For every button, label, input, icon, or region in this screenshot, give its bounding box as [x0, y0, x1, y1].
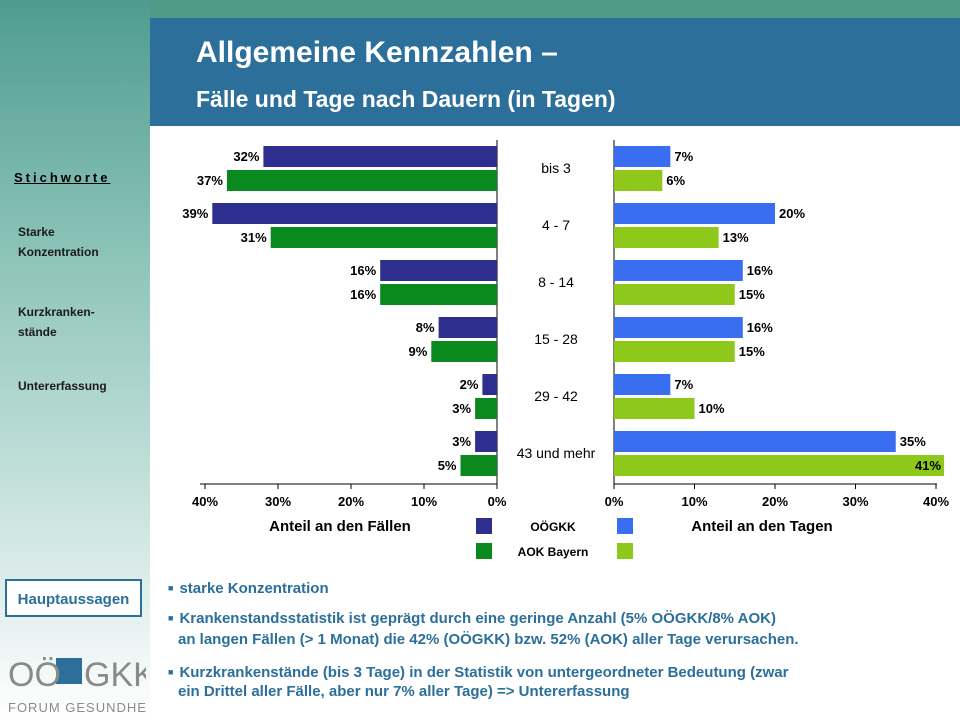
svg-text:GKK: GKK: [84, 656, 146, 694]
bar-days-aok: [614, 170, 663, 191]
bar-cases-aok: [475, 398, 497, 419]
title-banner: [150, 18, 960, 126]
page-subtitle: Fälle und Tage nach Dauern (in Tagen): [196, 86, 616, 112]
category-label: 15 - 28: [534, 331, 578, 347]
svg-text:FORUM GESUNDHEIT: FORUM GESUNDHEIT: [8, 700, 146, 715]
data-label-cases: 2%: [460, 377, 479, 392]
bar-days-oegkk: [614, 431, 896, 452]
svg-text:OÖ: OÖ: [8, 656, 61, 694]
data-label-cases: 3%: [452, 434, 471, 449]
category-label: 29 - 42: [534, 388, 578, 404]
data-label-days: 10%: [699, 401, 725, 416]
bullet-item: ■ Krankenstandsstatistik ist geprägt durc…: [168, 610, 776, 627]
data-label-days: 7%: [674, 149, 693, 164]
data-label-days: 7%: [674, 377, 693, 392]
category-label: 43 und mehr: [517, 445, 596, 461]
x-tick-label-left: 20%: [338, 494, 364, 509]
bar-days-aok: [614, 398, 695, 419]
category-label: 4 - 7: [542, 217, 570, 233]
x-tick-label-left: 30%: [265, 494, 291, 509]
data-label-cases: 16%: [350, 287, 376, 302]
bar-cases-oegkk: [263, 146, 497, 167]
bar-days-aok: [614, 341, 735, 362]
data-label-days: 16%: [747, 320, 773, 335]
data-label-cases: 9%: [409, 344, 428, 359]
x-tick-label-left: 10%: [411, 494, 437, 509]
bar-cases-oegkk: [212, 203, 498, 224]
data-label-days: 16%: [747, 263, 773, 278]
data-label-cases: 16%: [350, 263, 376, 278]
x-axis-title-left: Anteil an den Fällen: [269, 518, 411, 535]
bar-cases-oegkk: [380, 260, 497, 281]
bar-cases-aok: [380, 284, 497, 305]
page-title: Allgemeine Kennzahlen –: [196, 36, 558, 69]
bar-days-oegkk: [614, 317, 743, 338]
sidebar-item-untererfassung[interactable]: Untererfassung: [18, 379, 107, 393]
data-label-days: 15%: [739, 344, 765, 359]
top-accent-bar: [150, 0, 960, 18]
data-label-cases: 3%: [452, 401, 471, 416]
bar-cases-oegkk: [475, 431, 497, 452]
bar-days-oegkk: [614, 374, 671, 395]
bar-days-oegkk: [614, 146, 671, 167]
legend-swatch-aok-days: [617, 543, 633, 559]
data-label-cases: 32%: [233, 149, 259, 164]
x-tick-label-right: 40%: [923, 494, 949, 509]
bar-cases-aok: [270, 227, 497, 248]
bullet-item-continued: ein Drittel aller Fälle, aber nur 7% all…: [178, 683, 630, 700]
bar-cases-aok: [431, 341, 497, 362]
legend-swatch-aok-cases: [476, 543, 492, 559]
x-tick-label-right: 20%: [762, 494, 788, 509]
category-label: bis 3: [541, 160, 571, 176]
category-label: 8 - 14: [538, 274, 574, 290]
bar-days-aok: [614, 455, 945, 476]
data-label-days: 6%: [666, 173, 685, 188]
data-label-days: 41%: [915, 458, 941, 473]
legend-swatch-oegkk-cases: [476, 518, 492, 534]
x-tick-label-left: 40%: [192, 494, 218, 509]
bar-days-oegkk: [614, 260, 743, 281]
data-label-cases: 37%: [197, 173, 223, 188]
data-label-cases: 5%: [438, 458, 457, 473]
x-tick-label-right: 0%: [605, 494, 624, 509]
legend-label-oegkk: OÖGKK: [530, 519, 576, 534]
bullet-item: ■ starke Konzentration: [168, 580, 329, 597]
x-axis-title-right: Anteil an den Tagen: [691, 518, 832, 535]
bullet-item: ■ Kurzkrankenstände (bis 3 Tage) in der S…: [168, 664, 789, 681]
x-tick-label-right: 10%: [681, 494, 707, 509]
data-label-cases: 39%: [182, 206, 208, 221]
bar-cases-aok: [460, 455, 497, 476]
data-label-days: 35%: [900, 434, 926, 449]
legend-swatch-oegkk-days: [617, 518, 633, 534]
bar-cases-oegkk: [482, 374, 497, 395]
bar-days-oegkk: [614, 203, 775, 224]
data-label-days: 13%: [723, 230, 749, 245]
bar-days-aok: [614, 284, 735, 305]
sidebar-item-kurzkrankenstaende[interactable]: Kurzkranken- stände: [18, 305, 95, 339]
data-label-days: 15%: [739, 287, 765, 302]
data-label-cases: 8%: [416, 320, 435, 335]
bar-cases-aok: [226, 170, 497, 191]
bar-days-aok: [614, 227, 719, 248]
data-label-days: 20%: [779, 206, 805, 221]
x-tick-label-left: 0%: [488, 494, 507, 509]
sidebar-item-konzentration[interactable]: Starke Konzentration: [18, 225, 99, 259]
sidebar-heading: Stichworte: [14, 170, 111, 185]
bar-cases-oegkk: [438, 317, 497, 338]
data-label-cases: 31%: [241, 230, 267, 245]
hauptaussagen-button[interactable]: Hauptaussagen: [5, 579, 142, 617]
x-tick-label-right: 30%: [842, 494, 868, 509]
legend-label-aok: AOK Bayern: [518, 545, 589, 559]
bullet-item-continued: an langen Fällen (> 1 Monat) die 42% (OÖ…: [178, 631, 799, 648]
oegkk-logo: OÖ GKK FORUM GESUNDHEIT: [8, 656, 146, 715]
